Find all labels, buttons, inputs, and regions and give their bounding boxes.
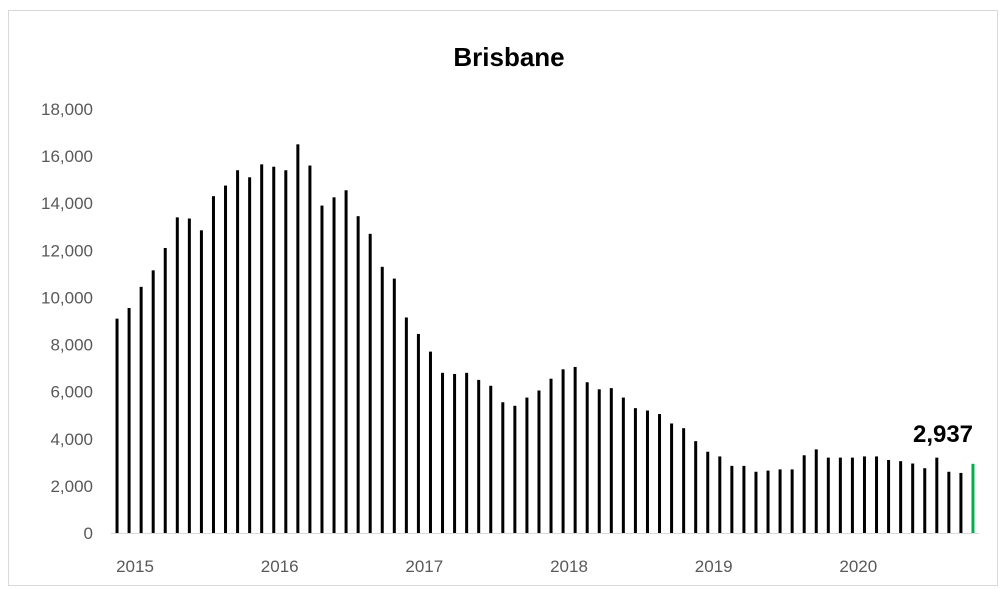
- bar: [248, 177, 252, 533]
- bar: [441, 372, 445, 533]
- bar: [766, 470, 770, 533]
- chart-title: Brisbane: [453, 42, 564, 72]
- bar: [633, 408, 637, 533]
- bar: [573, 366, 577, 533]
- bar: [537, 390, 541, 533]
- bar: [163, 247, 167, 534]
- bar: [802, 455, 806, 533]
- bar: [730, 465, 734, 533]
- x-tick-label: 2015: [116, 557, 154, 576]
- bar: [175, 217, 179, 534]
- bar: [947, 471, 951, 533]
- bar: [320, 205, 324, 533]
- data-label-last: 2,937: [913, 421, 973, 448]
- bar: [899, 461, 903, 533]
- bar: [923, 468, 927, 533]
- bar: [850, 457, 854, 533]
- bars: [115, 144, 975, 534]
- bar: [561, 369, 565, 533]
- y-tick-label: 4,000: [50, 430, 93, 449]
- bar: [887, 459, 891, 533]
- bar: [609, 388, 613, 533]
- bar: [332, 197, 336, 533]
- y-axis: 0 2,000 4,000 6,000 8,000 10,000 12,000 14,000 1…: [41, 100, 93, 543]
- bar: [645, 410, 649, 533]
- bar: [621, 397, 625, 533]
- bar: [416, 333, 420, 533]
- bar: [139, 286, 143, 533]
- bar: [838, 457, 842, 533]
- x-tick-label: 2017: [405, 557, 443, 576]
- bar-chart: Brisbane 0 2,000 4,000 6,000 8,000 10,000 12,0…: [41, 42, 979, 576]
- x-axis: 2015 2016 2017 2018 2019 2020: [116, 557, 877, 576]
- bar-highlight: [971, 463, 975, 533]
- bar: [826, 457, 830, 533]
- bar: [658, 414, 662, 533]
- y-tick-label: 10,000: [41, 288, 93, 307]
- bar: [790, 469, 794, 533]
- bar: [549, 378, 553, 533]
- y-tick-label: 16,000: [41, 147, 93, 166]
- bar: [308, 165, 312, 533]
- bar: [236, 170, 240, 534]
- x-tick-label: 2019: [695, 557, 733, 576]
- bar: [151, 270, 155, 533]
- bar: [862, 456, 866, 533]
- x-tick-label: 2018: [550, 557, 588, 576]
- bar: [477, 379, 481, 533]
- y-tick-label: 6,000: [50, 383, 93, 402]
- bar: [199, 230, 203, 533]
- bar: [935, 457, 939, 533]
- bar: [404, 317, 408, 533]
- y-tick-label: 0: [84, 524, 93, 543]
- bar: [525, 397, 529, 533]
- bar: [428, 351, 432, 533]
- bar: [501, 402, 505, 533]
- bar: [959, 472, 963, 533]
- bar: [356, 216, 360, 533]
- y-tick-label: 8,000: [50, 336, 93, 355]
- bar: [875, 456, 879, 533]
- bar: [260, 164, 264, 534]
- y-tick-label: 12,000: [41, 241, 93, 260]
- bar: [718, 456, 722, 533]
- bar: [224, 185, 228, 533]
- bar: [706, 451, 710, 533]
- chart-frame: Brisbane 0 2,000 4,000 6,000 8,000 10,000 12,0…: [8, 10, 998, 586]
- bar: [742, 465, 746, 533]
- bar: [344, 190, 348, 533]
- bar: [694, 441, 698, 533]
- bar: [814, 449, 818, 533]
- bar: [682, 428, 686, 533]
- bar: [754, 471, 758, 533]
- bar: [380, 266, 384, 533]
- bar: [597, 389, 601, 533]
- bar: [465, 372, 469, 533]
- bar: [284, 170, 288, 534]
- y-tick-label: 14,000: [41, 194, 93, 213]
- bar: [127, 308, 131, 533]
- bar: [585, 382, 589, 533]
- bar: [911, 463, 915, 533]
- bar: [670, 423, 674, 533]
- bar: [453, 374, 457, 533]
- x-tick-label: 2020: [839, 557, 877, 576]
- x-tick-label: 2016: [261, 557, 299, 576]
- bar: [778, 469, 782, 533]
- bar: [187, 218, 191, 533]
- y-tick-label: 2,000: [50, 477, 93, 496]
- bar: [272, 166, 276, 533]
- bar: [392, 278, 396, 533]
- bar: [513, 405, 517, 533]
- bar: [115, 318, 119, 533]
- y-tick-label: 18,000: [41, 100, 93, 119]
- bar: [489, 385, 493, 533]
- bar: [211, 196, 215, 533]
- bar: [296, 144, 300, 533]
- bar: [368, 233, 372, 533]
